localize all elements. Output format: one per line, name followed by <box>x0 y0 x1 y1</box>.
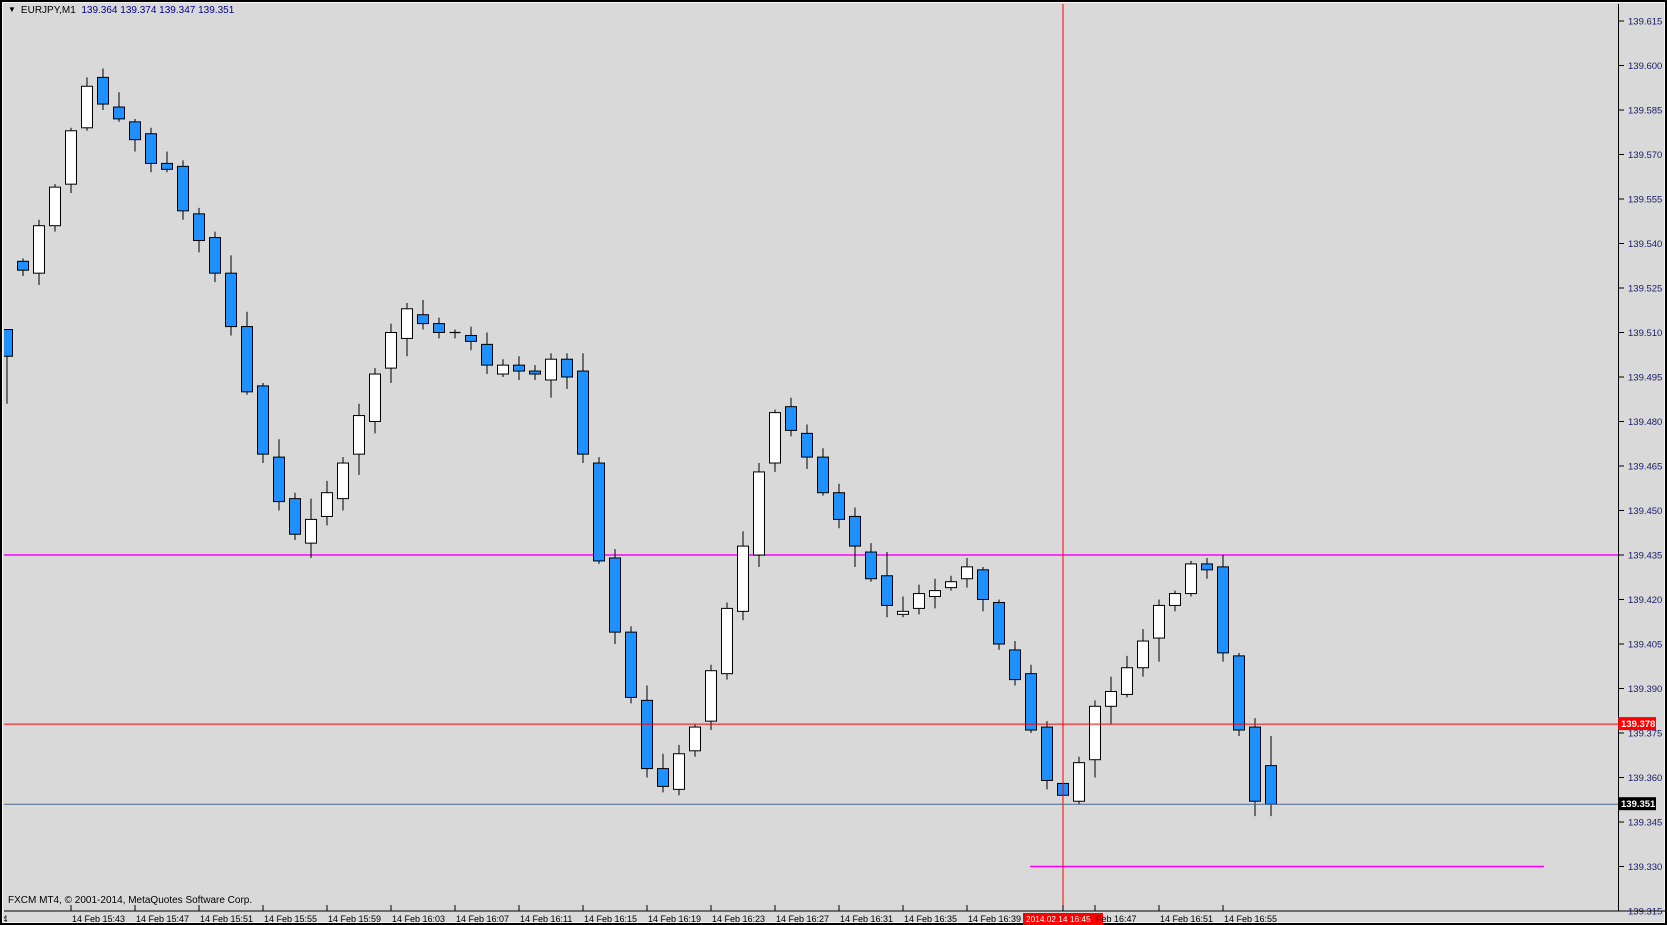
svg-text:139.330: 139.330 <box>1628 862 1662 873</box>
svg-text:139.600: 139.600 <box>1628 61 1662 72</box>
svg-text:14 Feb 2014: 14 Feb 2014 <box>4 914 7 924</box>
svg-text:139.351: 139.351 <box>1621 799 1656 810</box>
svg-text:14 Feb 16:35: 14 Feb 16:35 <box>904 914 957 924</box>
svg-text:139.465: 139.465 <box>1628 462 1662 473</box>
svg-text:139.525: 139.525 <box>1628 284 1662 295</box>
svg-text:14 Feb 16:27: 14 Feb 16:27 <box>776 914 829 924</box>
svg-text:139.345: 139.345 <box>1628 818 1662 829</box>
svg-text:14 Feb 16:39: 14 Feb 16:39 <box>968 914 1021 924</box>
svg-text:139.435: 139.435 <box>1628 551 1662 562</box>
svg-text:139.405: 139.405 <box>1628 640 1662 651</box>
svg-text:Feb 16:47: Feb 16:47 <box>1096 914 1137 924</box>
svg-text:139.570: 139.570 <box>1628 150 1662 161</box>
svg-text:14 Feb 16:51: 14 Feb 16:51 <box>1160 914 1213 924</box>
svg-text:14 Feb 16:15: 14 Feb 16:15 <box>584 914 637 924</box>
svg-text:139.495: 139.495 <box>1628 373 1662 384</box>
svg-text:139.555: 139.555 <box>1628 195 1662 206</box>
svg-text:2014.02.14 16:45: 2014.02.14 16:45 <box>1026 914 1091 924</box>
svg-text:14 Feb 15:51: 14 Feb 15:51 <box>200 914 253 924</box>
svg-text:14 Feb 16:31: 14 Feb 16:31 <box>840 914 893 924</box>
svg-text:139.510: 139.510 <box>1628 328 1662 339</box>
svg-text:14 Feb 16:07: 14 Feb 16:07 <box>456 914 509 924</box>
svg-text:14 Feb 15:55: 14 Feb 15:55 <box>264 914 317 924</box>
svg-text:139.375: 139.375 <box>1628 729 1662 740</box>
svg-text:139.480: 139.480 <box>1628 417 1662 428</box>
svg-text:139.360: 139.360 <box>1628 773 1662 784</box>
svg-text:14 Feb 15:43: 14 Feb 15:43 <box>72 914 125 924</box>
svg-text:139.540: 139.540 <box>1628 239 1662 250</box>
svg-text:139.315: 139.315 <box>1628 907 1662 918</box>
svg-text:139.585: 139.585 <box>1628 106 1662 117</box>
svg-text:139.378: 139.378 <box>1621 719 1655 730</box>
svg-text:14 Feb 15:47: 14 Feb 15:47 <box>136 914 189 924</box>
svg-text:139.615: 139.615 <box>1628 17 1662 28</box>
svg-text:14 Feb 16:55: 14 Feb 16:55 <box>1224 914 1277 924</box>
svg-text:14 Feb 15:59: 14 Feb 15:59 <box>328 914 381 924</box>
svg-text:14 Feb 16:19: 14 Feb 16:19 <box>648 914 701 924</box>
svg-text:14 Feb 16:03: 14 Feb 16:03 <box>392 914 445 924</box>
svg-text:139.390: 139.390 <box>1628 684 1662 695</box>
svg-text:139.420: 139.420 <box>1628 595 1662 606</box>
svg-text:139.450: 139.450 <box>1628 506 1662 517</box>
svg-text:FXCM MT4, © 2001-2014, MetaQuo: FXCM MT4, © 2001-2014, MetaQuotes Softwa… <box>8 895 252 906</box>
svg-text:14 Feb 16:11: 14 Feb 16:11 <box>520 914 572 924</box>
svg-text:14 Feb 16:23: 14 Feb 16:23 <box>712 914 765 924</box>
